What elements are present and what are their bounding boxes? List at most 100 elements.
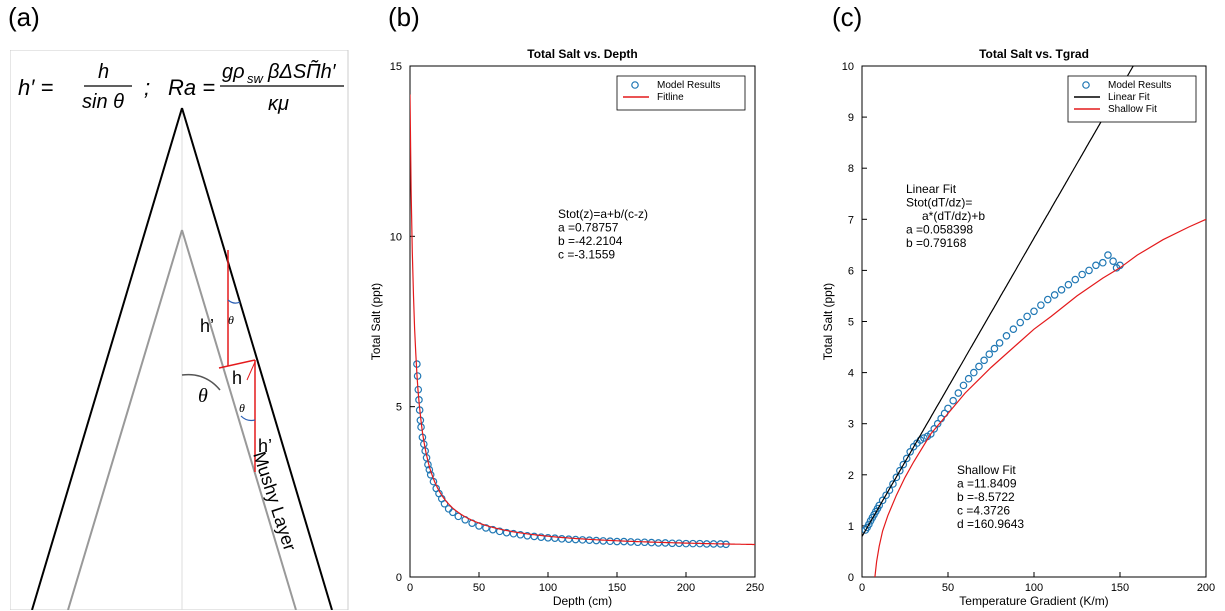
data-point xyxy=(944,404,952,413)
x-tick-label: 0 xyxy=(859,582,865,594)
chart-total-salt-vs-tgrad: Total Salt vs. Tgrad 0 50 100 150 200 0 1 2 3 4 5 6 7… xyxy=(821,47,1215,608)
h-bottom xyxy=(246,361,256,381)
formula-hprime: h′ = xyxy=(18,75,53,100)
data-point xyxy=(985,350,994,359)
shallow-fit-annotation-line: a =11.8409 xyxy=(957,477,1017,491)
y-tick-label: 3 xyxy=(848,419,854,431)
data-point xyxy=(975,362,983,371)
x-tick-label: 150 xyxy=(1111,582,1129,594)
label-theta-top: θ xyxy=(228,313,234,327)
fit-annotation-line: c =-3.1559 xyxy=(558,248,615,262)
x-tick-label: 50 xyxy=(473,582,485,594)
outer-right-edge xyxy=(181,107,333,610)
data-point xyxy=(592,536,601,545)
data-point xyxy=(980,356,988,365)
data-point xyxy=(571,535,580,544)
data-point xyxy=(489,525,497,534)
inner-right-edge xyxy=(181,229,297,610)
data-point xyxy=(892,473,901,482)
data-point xyxy=(1030,307,1038,316)
legend-label: Fitline xyxy=(657,92,684,103)
data-point xyxy=(495,527,504,536)
data-point xyxy=(578,536,587,544)
data-point xyxy=(558,535,566,543)
fit-annotation-line: b =-42.2104 xyxy=(558,234,623,248)
data-point xyxy=(990,344,999,353)
data-point xyxy=(933,419,942,428)
shallow-fit-annotation-line: Shallow Fit xyxy=(957,463,1016,477)
data-point xyxy=(502,528,511,537)
fit-line-linear-fit xyxy=(862,66,1134,537)
formula-sep: ; xyxy=(144,75,150,100)
data-point xyxy=(1071,275,1080,284)
data-point xyxy=(930,425,939,433)
formula-ra: Ra = xyxy=(168,75,215,100)
data-point xyxy=(1092,261,1100,270)
x-tick-label: 200 xyxy=(1197,582,1215,594)
formula-sin: sin θ xyxy=(82,91,124,113)
plot-frame xyxy=(409,65,756,578)
data-point xyxy=(1057,286,1066,294)
y-tick-label: 0 xyxy=(396,572,402,584)
y-tick-label: 5 xyxy=(396,402,402,414)
data-point xyxy=(1109,257,1117,266)
data-point xyxy=(1037,301,1045,309)
fit-line-fitline xyxy=(410,94,755,546)
chart-title: Total Salt vs. Depth xyxy=(527,47,637,61)
legend-box xyxy=(616,75,746,111)
y-tick-label: 10 xyxy=(842,61,854,73)
formula-numerator-rest: βΔSΠ̃h′ xyxy=(267,59,337,83)
fit-annotation-line: a =0.78757 xyxy=(558,221,619,235)
label-theta-bottom: θ xyxy=(239,401,245,415)
data-point xyxy=(1064,280,1073,289)
linear-fit-annotation-line: Stot(dT/dz)= xyxy=(906,196,972,210)
x-tick-label: 250 xyxy=(746,582,764,594)
data-point xyxy=(1016,318,1025,327)
y-tick-label: 6 xyxy=(848,265,854,277)
data-point xyxy=(902,454,911,463)
y-axis-label: Total Salt (ppt) xyxy=(370,283,383,360)
data-point xyxy=(964,374,973,383)
data-point xyxy=(959,381,968,390)
y-tick-label: 4 xyxy=(848,368,854,380)
shallow-fit-annotation-line: c =4.3726 xyxy=(957,504,1010,518)
theta-arc-big xyxy=(181,373,221,391)
legend-marker xyxy=(1082,81,1090,89)
chart-title: Total Salt vs. Tgrad xyxy=(979,47,1089,61)
x-axis-label: Depth (cm) xyxy=(553,594,612,608)
label-h: h xyxy=(232,368,242,388)
x-tick-label: 0 xyxy=(407,582,413,594)
data-point xyxy=(949,396,957,405)
plot-area xyxy=(862,66,1206,577)
inner-left-edge xyxy=(67,229,183,610)
data-point xyxy=(482,524,490,532)
linear-fit-annotation-line: a*(dT/dz)+b xyxy=(922,209,985,223)
mushy-layer-diagram: h′ = h sin θ ; Ra = gρ sw βΔSΠ̃h′ κμ h’ … xyxy=(10,50,349,610)
data-point xyxy=(954,389,963,397)
x-tick-label: 50 xyxy=(942,582,954,594)
h-segment xyxy=(218,359,256,369)
outer-left-edge xyxy=(31,107,183,610)
chart-total-salt-vs-depth: Total Salt vs. Depth 0 50 100 150 200 250 0 5 10 1… xyxy=(370,47,764,608)
data-point xyxy=(970,368,978,377)
x-tick-label: 100 xyxy=(539,582,557,594)
legend-label: Model Results xyxy=(657,80,720,91)
y-tick-label: 8 xyxy=(848,163,854,175)
data-point xyxy=(1050,291,1059,299)
data-point xyxy=(1043,295,1052,304)
data-point xyxy=(1078,270,1086,279)
data-point xyxy=(896,466,904,475)
theta-arc-bottom xyxy=(240,415,256,422)
data-point xyxy=(516,530,525,539)
data-point xyxy=(1009,325,1018,333)
y-tick-label: 7 xyxy=(848,214,854,226)
plot-area xyxy=(410,94,755,549)
data-point xyxy=(606,537,614,546)
data-point xyxy=(585,536,594,545)
data-point xyxy=(927,430,935,438)
data-point xyxy=(1098,258,1107,267)
legend-label: Model Results xyxy=(1108,80,1171,91)
shallow-fit-annotation-line: d =160.9643 xyxy=(957,517,1024,531)
y-tick-label: 1 xyxy=(848,521,854,533)
legend-label: Linear Fit xyxy=(1108,92,1150,103)
